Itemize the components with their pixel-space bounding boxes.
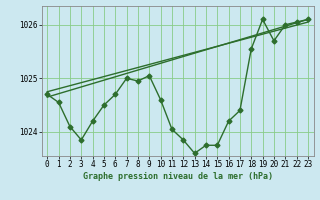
- X-axis label: Graphe pression niveau de la mer (hPa): Graphe pression niveau de la mer (hPa): [83, 172, 273, 181]
